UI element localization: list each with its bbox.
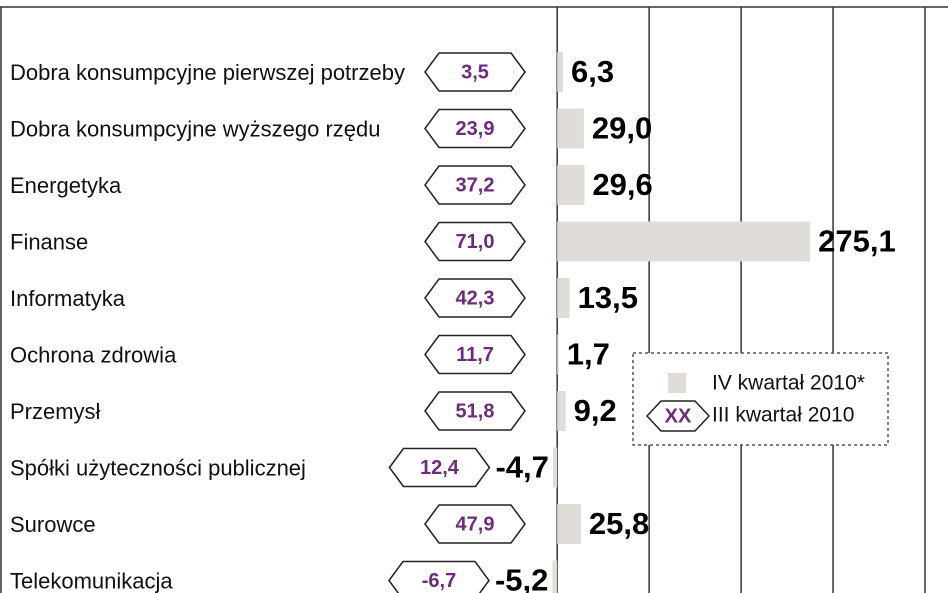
category-label: Ochrona zdrowia — [10, 342, 177, 367]
bar — [552, 447, 558, 488]
value-label: 9,2 — [574, 393, 617, 428]
value-label: -4,7 — [495, 450, 548, 485]
value-label: 6,3 — [571, 54, 614, 89]
category-label: Informatyka — [10, 286, 126, 311]
bar — [557, 221, 811, 262]
prior-quarter-label: 12,4 — [420, 457, 460, 479]
bar — [557, 165, 585, 205]
legend-badge — [645, 400, 711, 432]
legend-label: IV kwartał 2010* — [712, 372, 865, 395]
bar — [552, 560, 558, 593]
legend-label: III kwartał 2010 — [712, 404, 854, 427]
prior-quarter-badge — [388, 560, 490, 593]
category-label: Surowce — [10, 512, 96, 537]
value-label: 13,5 — [578, 280, 638, 315]
bar — [557, 108, 584, 149]
category-label: Spółki użyteczności publicznej — [10, 455, 306, 480]
prior-quarter-label: 47,9 — [456, 513, 495, 535]
prior-quarter-badge — [424, 334, 526, 375]
prior-quarter-badge — [424, 278, 526, 318]
prior-quarter-badge — [424, 108, 526, 149]
prior-quarter-label: 71,0 — [456, 231, 495, 253]
prior-quarter-badge — [424, 504, 526, 544]
bar — [557, 504, 581, 544]
bar — [557, 278, 570, 318]
prior-quarter-label: 42,3 — [456, 287, 495, 309]
value-label: -5,2 — [495, 563, 548, 593]
value-label: 1,7 — [567, 337, 610, 372]
value-label: 29,6 — [592, 167, 652, 202]
category-label: Energetyka — [10, 173, 122, 198]
category-label: Telekomunikacja — [10, 568, 173, 593]
prior-quarter-badge — [424, 52, 526, 92]
prior-quarter-badge — [388, 447, 491, 488]
category-label: Dobra konsumpcyjne pierwszej potrzeby — [10, 60, 405, 85]
value-label: 25,8 — [589, 506, 649, 541]
category-label: Finanse — [10, 229, 88, 254]
prior-quarter-badge — [424, 391, 526, 431]
prior-quarter-label: 23,9 — [456, 118, 495, 140]
legend-swatch — [668, 373, 686, 393]
value-label: 29,0 — [592, 111, 652, 146]
prior-quarter-badge — [424, 221, 526, 262]
legend-box — [632, 352, 889, 446]
plot: Dobra konsumpcyjne pierwszej potrzeby 6,3… — [10, 52, 896, 593]
category-label: Przemysł — [10, 399, 101, 424]
prior-quarter-label: 37,2 — [456, 174, 495, 196]
value-label: 275,1 — [818, 224, 896, 259]
legend: IV kwartał 2010* XX III kwartał 2010 — [632, 352, 889, 446]
bar — [557, 52, 563, 92]
prior-quarter-badge — [424, 165, 526, 205]
legend-symbol: XX — [665, 405, 692, 427]
prior-quarter-label: 3,5 — [461, 61, 489, 83]
bar — [557, 391, 566, 431]
prior-quarter-label: 51,8 — [456, 400, 495, 422]
category-label: Dobra konsumpcyjne wyższego rzędu — [10, 116, 381, 141]
prior-quarter-label: -6,7 — [422, 570, 456, 592]
prior-quarter-label: 11,7 — [456, 344, 494, 366]
bar — [557, 334, 559, 375]
